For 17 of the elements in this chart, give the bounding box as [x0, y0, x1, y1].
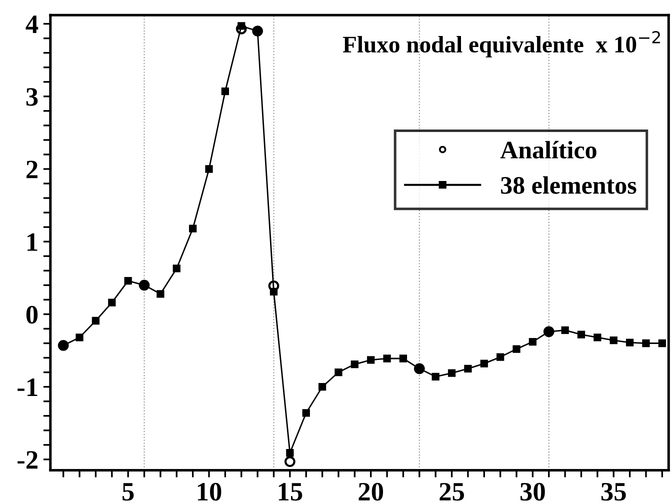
y-tick-label: -2 — [18, 451, 38, 469]
y-tick-label: 1 — [28, 233, 38, 251]
y-tick-label: 4 — [26, 16, 38, 33]
y-tick-label: -1 — [18, 378, 38, 396]
x-tick-label: 10 — [198, 482, 222, 501]
annotation: Fluxo nodal equivalente x 10$^{−2}$ — [342, 31, 660, 58]
x-tick-label: 15 — [278, 483, 302, 501]
x-tick-label: 25 — [440, 482, 464, 501]
x-tick-label: 30 — [520, 482, 545, 501]
y-tick-label: 2 — [26, 160, 38, 178]
y-tick-label: 0 — [26, 306, 38, 324]
y-tick-label: 3 — [26, 88, 38, 106]
x-tick-label: 35 — [601, 482, 626, 501]
legend-label: Analítico — [500, 140, 596, 159]
x-tick-label: 20 — [358, 482, 384, 501]
legend-label: 38 elementos — [501, 176, 636, 194]
x-tick-label: 5 — [122, 483, 134, 501]
